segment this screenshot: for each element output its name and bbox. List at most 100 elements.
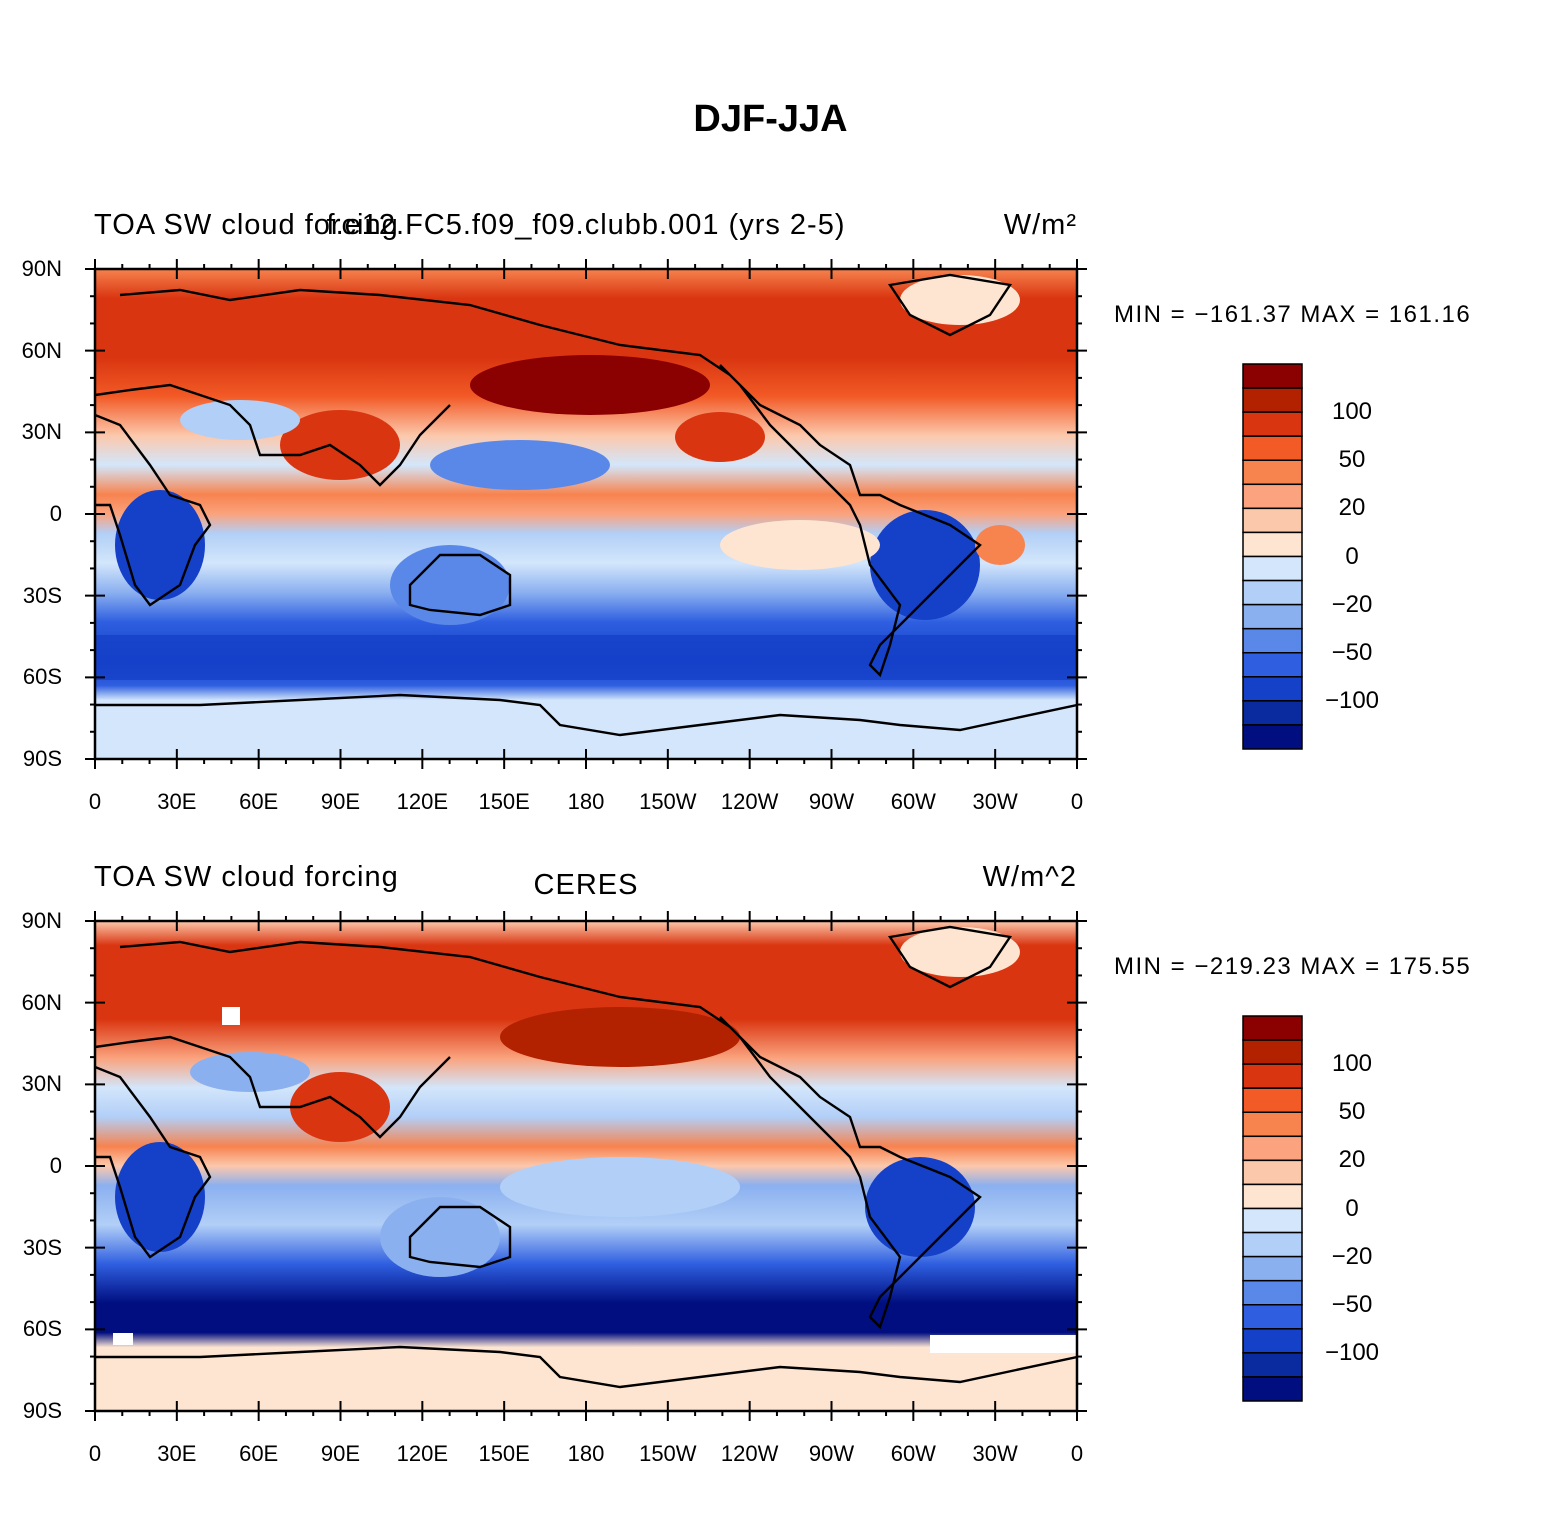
colorbar-label: −20 <box>1331 1242 1373 1270</box>
coastlines <box>95 925 1077 1389</box>
colorbar-label: 0 <box>1345 542 1359 570</box>
colorbar-box <box>1242 435 1303 461</box>
colorbar-label: −100 <box>1324 686 1380 714</box>
lon-tick-label: 0 <box>1070 1441 1084 1466</box>
colorbar-box <box>1242 724 1303 750</box>
lat-tick-label: 30S <box>22 582 62 608</box>
lat-tick-label: 0 <box>49 1153 62 1178</box>
panel-units-label: W/m² <box>1003 209 1077 241</box>
lon-tick-label: 60W <box>890 1441 936 1466</box>
model-map <box>85 259 1303 769</box>
lon-tick-label: 0 <box>88 789 102 814</box>
colorbar-box <box>1242 459 1303 486</box>
lon-tick-label: 180 <box>567 789 605 814</box>
panel-left-label: TOA SW cloud forcing <box>94 209 399 241</box>
colorbar-box <box>1242 1255 1303 1282</box>
colorbar-label: −50 <box>1331 638 1373 666</box>
lon-tick-label: 150E <box>478 789 530 814</box>
colorbar-label: 50 <box>1338 1098 1366 1126</box>
lon-tick-label: 180 <box>567 1441 605 1466</box>
lon-tick-label: 30W <box>972 1441 1018 1466</box>
lat-tick-label: 90N <box>21 908 62 933</box>
lon-tick-label: 90W <box>808 1441 855 1466</box>
lon-tick-label: 90E <box>320 1441 361 1466</box>
colorbar-box <box>1242 483 1303 510</box>
colorbar-box <box>1242 411 1303 437</box>
colorbar-box <box>1242 579 1303 606</box>
lon-tick-label: 60E <box>239 1441 279 1466</box>
colorbar-box <box>1242 1207 1303 1234</box>
lon-tick-label: 90W <box>808 789 855 814</box>
min-max-text: MIN = −161.37 MAX = 161.16 <box>1114 301 1472 328</box>
lat-tick-label: 60N <box>21 337 62 363</box>
colorbar-label: −20 <box>1331 590 1373 618</box>
colorbar-box <box>1242 555 1303 582</box>
colorbar-box <box>1242 1111 1303 1138</box>
colorbar-box <box>1242 627 1303 654</box>
lat-tick-label: 30S <box>22 1234 62 1260</box>
colorbar-box <box>1242 1231 1303 1258</box>
colorbar-box <box>1242 1015 1303 1041</box>
colorbar-box <box>1242 1352 1303 1378</box>
colorbar-box <box>1242 531 1303 558</box>
lon-tick-label: 30E <box>157 1441 197 1466</box>
colorbar-box <box>1242 507 1303 534</box>
colorbar-box <box>1242 1135 1303 1162</box>
colorbar-box <box>1242 1328 1303 1354</box>
lon-tick-label: 150E <box>478 1441 530 1466</box>
lon-tick-label: 120W <box>720 789 779 814</box>
colorbar-box <box>1242 1183 1303 1210</box>
colorbar-box <box>1242 1063 1303 1089</box>
lat-tick-label: 0 <box>49 501 62 526</box>
lon-tick-label: 120E <box>396 789 449 814</box>
panel-case-label: CERES <box>533 869 639 901</box>
colorbar-box <box>1242 363 1303 389</box>
lat-tick-label: 30N <box>21 1071 62 1097</box>
min-max-text: MIN = −219.23 MAX = 175.55 <box>1114 953 1472 980</box>
colorbar-label: −100 <box>1324 1338 1380 1366</box>
colorbar-box <box>1242 603 1303 630</box>
colorbar-box <box>1242 1304 1303 1330</box>
colorbar-label: 20 <box>1338 494 1366 522</box>
lat-tick-label: 90S <box>22 1398 62 1423</box>
colorbar-box <box>1242 1279 1303 1306</box>
lon-tick-label: 90E <box>320 789 361 814</box>
ceres-map <box>85 911 1303 1421</box>
colorbar-label: 0 <box>1345 1194 1359 1222</box>
colorbar-label: 20 <box>1338 1146 1366 1174</box>
panel-case-label: f.e12.FC5.f09_f09.clubb.001 (yrs 2-5) <box>326 209 846 241</box>
panel-units-label: W/m^2 <box>982 861 1077 893</box>
colorbar-box <box>1242 1039 1303 1065</box>
lon-tick-label: 60E <box>239 789 279 814</box>
lon-tick-label: 150W <box>639 1441 697 1466</box>
colorbar-box <box>1242 676 1303 702</box>
coastlines <box>95 273 1077 737</box>
model-panel: TOA SW cloud forcing f.e12.FC5.f09_f09.c… <box>0 205 1541 855</box>
lon-tick-label: 0 <box>88 1441 102 1466</box>
ceres-panel: TOA SW cloud forcing CERES W/m^2 MIN = −… <box>0 857 1541 1507</box>
colorbar-label: 100 <box>1331 398 1373 426</box>
colorbar-box <box>1242 1376 1303 1402</box>
colorbar-box <box>1242 387 1303 413</box>
colorbar-label: 50 <box>1338 446 1366 474</box>
colorbar-box <box>1242 700 1303 726</box>
figure-title: DJF-JJA <box>693 98 848 140</box>
lat-tick-label: 90N <box>21 256 62 281</box>
lon-tick-label: 30W <box>972 789 1018 814</box>
lat-tick-label: 30N <box>21 419 62 445</box>
panel-left-label: TOA SW cloud forcing <box>94 861 399 893</box>
lon-tick-label: 0 <box>1070 789 1084 814</box>
colorbar-label: −50 <box>1331 1290 1373 1318</box>
lon-tick-label: 120W <box>720 1441 779 1466</box>
lat-tick-label: 60N <box>21 989 62 1015</box>
colorbar-box <box>1242 1087 1303 1113</box>
colorbar-label: 100 <box>1331 1050 1373 1078</box>
lat-tick-label: 60S <box>22 1316 62 1342</box>
lon-tick-label: 150W <box>639 789 697 814</box>
colorbar-box <box>1242 1159 1303 1186</box>
lat-tick-label: 90S <box>22 746 62 771</box>
lon-tick-label: 60W <box>890 789 936 814</box>
lon-tick-label: 120E <box>396 1441 449 1466</box>
lon-tick-label: 30E <box>157 789 197 814</box>
lat-tick-label: 60S <box>22 664 62 690</box>
